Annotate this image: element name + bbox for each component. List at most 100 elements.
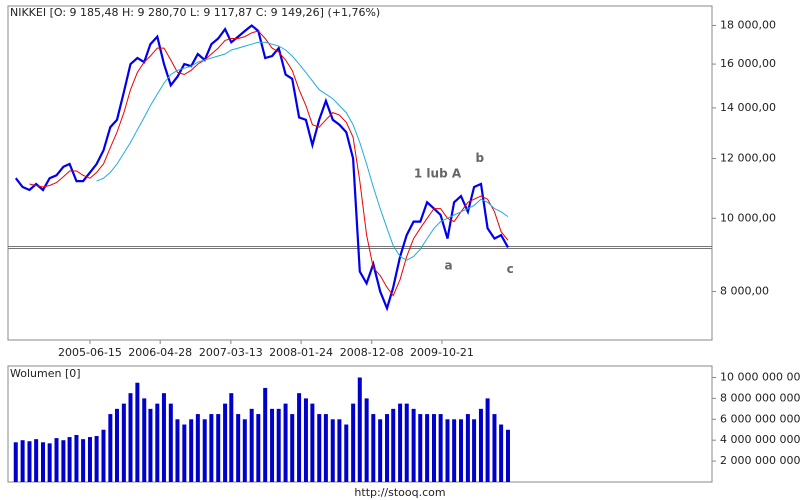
- volume-bar: [276, 408, 281, 482]
- x-tick-label: 2005-06-15: [58, 346, 122, 359]
- volume-bar: [310, 403, 315, 482]
- y-tick-label: 14 000,00: [720, 101, 776, 114]
- volume-bar: [142, 398, 147, 482]
- volume-bar: [47, 443, 52, 482]
- volume-bar: [20, 440, 25, 482]
- volume-bar: [161, 393, 166, 482]
- y-tick-label: 8 000 000 000: [720, 391, 800, 404]
- volume-bar: [108, 414, 113, 482]
- volume-bar: [418, 414, 423, 482]
- volume-bar: [27, 441, 32, 482]
- annotation: 1 lub A: [414, 166, 462, 180]
- chart-title: NIKKEI [O: 9 185,48 H: 9 280,70 L: 9 117…: [10, 6, 380, 19]
- volume-bar: [216, 414, 221, 482]
- volume-bar: [74, 434, 79, 482]
- volume-bar: [155, 403, 160, 482]
- y-tick-label: 6 000 000 000: [720, 412, 800, 425]
- volume-bar: [128, 393, 133, 482]
- annotation: c: [507, 262, 514, 276]
- volume-bar: [54, 438, 59, 482]
- volume-bar: [81, 439, 86, 482]
- volume-bar: [459, 419, 464, 482]
- volume-bar: [364, 398, 369, 482]
- volume-bar: [431, 414, 436, 482]
- y-tick-label: 16 000,00: [720, 57, 776, 70]
- volume-bar: [478, 408, 483, 482]
- volume-bar: [101, 429, 106, 482]
- volume-bar: [404, 403, 409, 482]
- volume-bar: [242, 419, 247, 482]
- volume-bar: [425, 414, 430, 482]
- y-tick-label: 12 000,00: [720, 151, 776, 164]
- volume-bar: [323, 414, 328, 482]
- volume-bar: [337, 419, 342, 482]
- volume-bar: [303, 398, 308, 482]
- volume-bar: [344, 424, 349, 482]
- price-panel: [7, 5, 713, 341]
- volume-bar: [114, 408, 119, 482]
- footer: http://stooq.com: [354, 486, 445, 499]
- y-tick-label: 2 000 000 000: [720, 454, 800, 467]
- price-line: [14, 24, 509, 312]
- volume-bar: [452, 419, 457, 482]
- volume-bar: [67, 437, 72, 482]
- y-tick-label: 18 000,00: [720, 18, 776, 31]
- volume-bar: [499, 424, 504, 482]
- volume-bar: [297, 393, 302, 482]
- volume-bar: [175, 419, 180, 482]
- volume-bar: [209, 414, 214, 482]
- volume-bar: [438, 414, 443, 482]
- volume-bar: [411, 408, 416, 482]
- volume-bar: [195, 414, 200, 482]
- volume-bar: [87, 437, 92, 482]
- y-tick-label: 10 000,00: [720, 211, 776, 224]
- volume-bar: [270, 408, 275, 482]
- volume-bar: [34, 439, 39, 482]
- volume-title: Wolumen [0]: [10, 367, 81, 380]
- x-tick-label: 2008-01-24: [269, 346, 333, 359]
- y-tick-label: 10 000 000 000: [720, 370, 800, 383]
- volume-bar: [290, 414, 295, 482]
- volume-bar: [330, 419, 335, 482]
- volume-bar: [485, 398, 490, 482]
- volume-bar: [371, 414, 376, 482]
- volume-bar: [472, 419, 477, 482]
- volume-bar: [465, 414, 470, 482]
- volume-bar: [492, 414, 497, 482]
- volume-bar: [236, 414, 241, 482]
- volume-bar: [505, 429, 510, 482]
- volume-bar: [168, 403, 173, 482]
- volume-bar: [229, 393, 234, 482]
- volume-bar: [249, 408, 254, 482]
- volume-bar: [378, 419, 383, 482]
- volume-bar: [148, 408, 153, 482]
- volume-bar: [398, 403, 403, 482]
- volume-bar: [94, 436, 99, 482]
- volume-bar: [283, 403, 288, 482]
- y-tick-label: 8 000,00: [720, 284, 769, 297]
- moving-average: [96, 41, 509, 261]
- x-tick-label: 2008-12-08: [340, 346, 404, 359]
- volume-bar: [41, 442, 46, 482]
- volume-bar: [202, 419, 207, 482]
- volume-bar: [13, 442, 18, 482]
- volume-bar: [385, 414, 390, 482]
- y-tick-label: 4 000 000 000: [720, 433, 800, 446]
- volume-bar: [182, 424, 187, 482]
- volume-bar: [317, 414, 322, 482]
- volume-bar: [357, 377, 362, 482]
- volume-bar: [256, 414, 261, 482]
- volume-bar: [121, 403, 126, 482]
- volume-bar: [263, 387, 268, 482]
- annotation: a: [445, 258, 453, 272]
- volume-bar: [223, 403, 228, 482]
- volume-bar: [189, 419, 194, 482]
- volume-bar: [445, 419, 450, 482]
- x-tick-label: 2006-04-28: [128, 346, 192, 359]
- volume-bar: [351, 403, 356, 482]
- volume-bar: [135, 382, 140, 482]
- x-tick-label: 2009-10-21: [410, 346, 474, 359]
- annotation: b: [476, 151, 485, 165]
- x-tick-label: 2007-03-13: [199, 346, 263, 359]
